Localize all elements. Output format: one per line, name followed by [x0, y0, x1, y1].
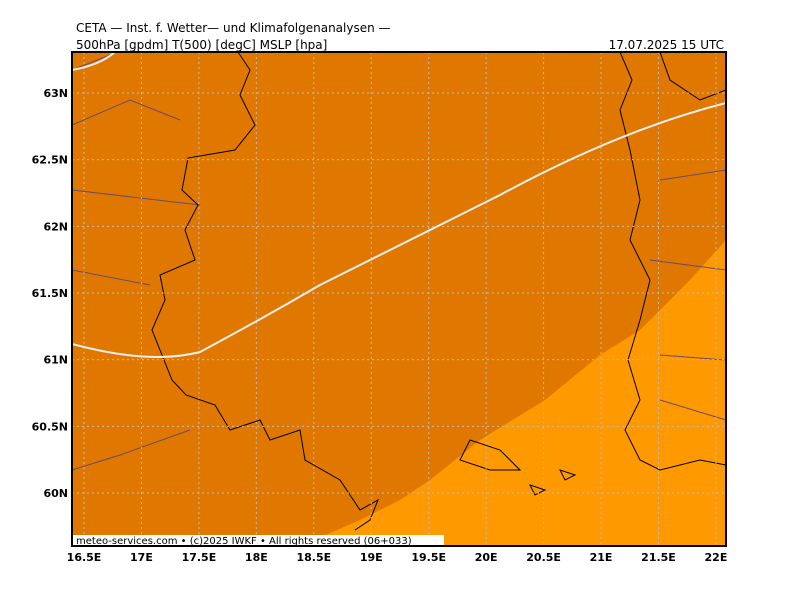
title: CETA — Inst. f. Wetter— und Klimafolgena…	[76, 21, 391, 35]
longitude-label: 17.5E	[182, 551, 217, 564]
credit-box	[72, 535, 444, 546]
latitude-label: 61N	[43, 354, 68, 367]
borders	[72, 54, 726, 471]
longitude-label: 21.5E	[641, 551, 676, 564]
latitude-label: 62N	[43, 220, 68, 233]
longitude-label: 16.5E	[67, 551, 102, 564]
longitude-label: 18E	[245, 551, 268, 564]
longitude-label: 19E	[360, 551, 383, 564]
isobar	[72, 102, 726, 358]
map-frame	[71, 51, 727, 547]
longitude-label: 20.5E	[526, 551, 561, 564]
longitude-label: 21E	[590, 551, 613, 564]
latitude-label: 60.5N	[32, 420, 68, 433]
longitude-label: 19.5E	[411, 551, 446, 564]
longitude-label: 17E	[130, 551, 153, 564]
graticule	[72, 52, 726, 546]
longitude-label: 20E	[475, 551, 498, 564]
latitude-label: 63N	[43, 87, 68, 100]
credit: meteo-services.com • (c)2025 IWKF • All …	[76, 536, 412, 547]
datetime: 17.07.2025 15 UTC	[609, 38, 724, 52]
latitude-label: 62.5N	[32, 154, 68, 167]
coastline	[151, 52, 726, 531]
subtitle: 500hPa [gpdm] T(500) [degC] MSLP [hpa]	[76, 38, 327, 52]
warmer-field	[300, 240, 726, 546]
longitude-label: 22E	[705, 551, 728, 564]
longitude-label: 18.5E	[296, 551, 331, 564]
isobar	[72, 52, 116, 71]
latitude-label: 60N	[43, 487, 68, 500]
latitude-label: 61.5N	[32, 287, 68, 300]
map-area: meteo-services.com • (c)2025 IWKF • All …	[72, 52, 726, 547]
